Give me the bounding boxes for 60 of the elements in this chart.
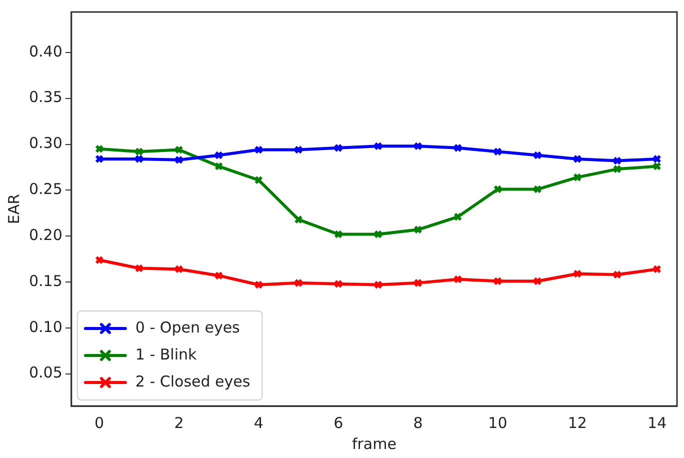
y-tick-label: 0.30: [28, 134, 62, 152]
x-tick-label: 10: [488, 414, 508, 432]
point: [573, 154, 582, 164]
point: [454, 274, 462, 284]
y-tick-label: 0.10: [28, 318, 62, 336]
point: [454, 144, 462, 152]
point: [374, 142, 383, 150]
point: [533, 276, 542, 286]
point: [612, 270, 622, 279]
point: [134, 147, 144, 156]
point: [174, 145, 184, 154]
point: [573, 269, 582, 278]
point: [174, 156, 184, 164]
point: [374, 230, 383, 239]
point: [612, 156, 622, 166]
y-tick-label: 0.25: [28, 180, 62, 198]
point: [294, 278, 303, 288]
point: [254, 280, 263, 290]
point: [254, 145, 263, 154]
y-tick-label: 0.20: [28, 226, 62, 244]
x-tick-label: 0: [94, 414, 104, 432]
x-tick-label: 8: [413, 414, 423, 432]
legend-label: 0 - Open eyes: [135, 318, 240, 336]
point: [454, 212, 462, 222]
x-tick-label: 12: [568, 414, 587, 432]
x-tick-label: 14: [648, 414, 667, 432]
point: [493, 276, 502, 286]
x-tick-label: 4: [254, 414, 264, 432]
point: [174, 264, 184, 274]
x-axis-title: frame: [352, 434, 396, 453]
point: [334, 144, 343, 152]
point: [493, 184, 502, 194]
point: [533, 150, 542, 160]
point: [334, 230, 343, 239]
point: [134, 264, 144, 273]
point: [134, 154, 144, 164]
y-tick-label: 0.40: [28, 42, 62, 60]
point: [294, 215, 303, 224]
point: [414, 278, 422, 288]
point: [573, 172, 582, 182]
point: [214, 271, 224, 280]
point: [414, 225, 422, 234]
point: [533, 184, 542, 194]
point: [612, 164, 622, 174]
point: [334, 280, 343, 288]
point: [214, 162, 224, 171]
x-tick-label: 6: [334, 414, 344, 432]
legend-label: 1 - Blink: [135, 345, 198, 364]
point: [414, 142, 422, 150]
point: [254, 176, 263, 184]
point: [214, 150, 224, 160]
point: [374, 280, 383, 290]
y-tick-label: 0.35: [28, 88, 62, 106]
y-tick-label: 0.05: [28, 364, 62, 382]
point: [294, 145, 303, 154]
point: [493, 147, 502, 156]
y-axis-title: EAR: [4, 194, 23, 224]
x-tick-label: 2: [174, 414, 184, 432]
legend-label: 2 - Closed eyes: [135, 372, 250, 390]
y-tick-label: 0.15: [28, 272, 62, 290]
